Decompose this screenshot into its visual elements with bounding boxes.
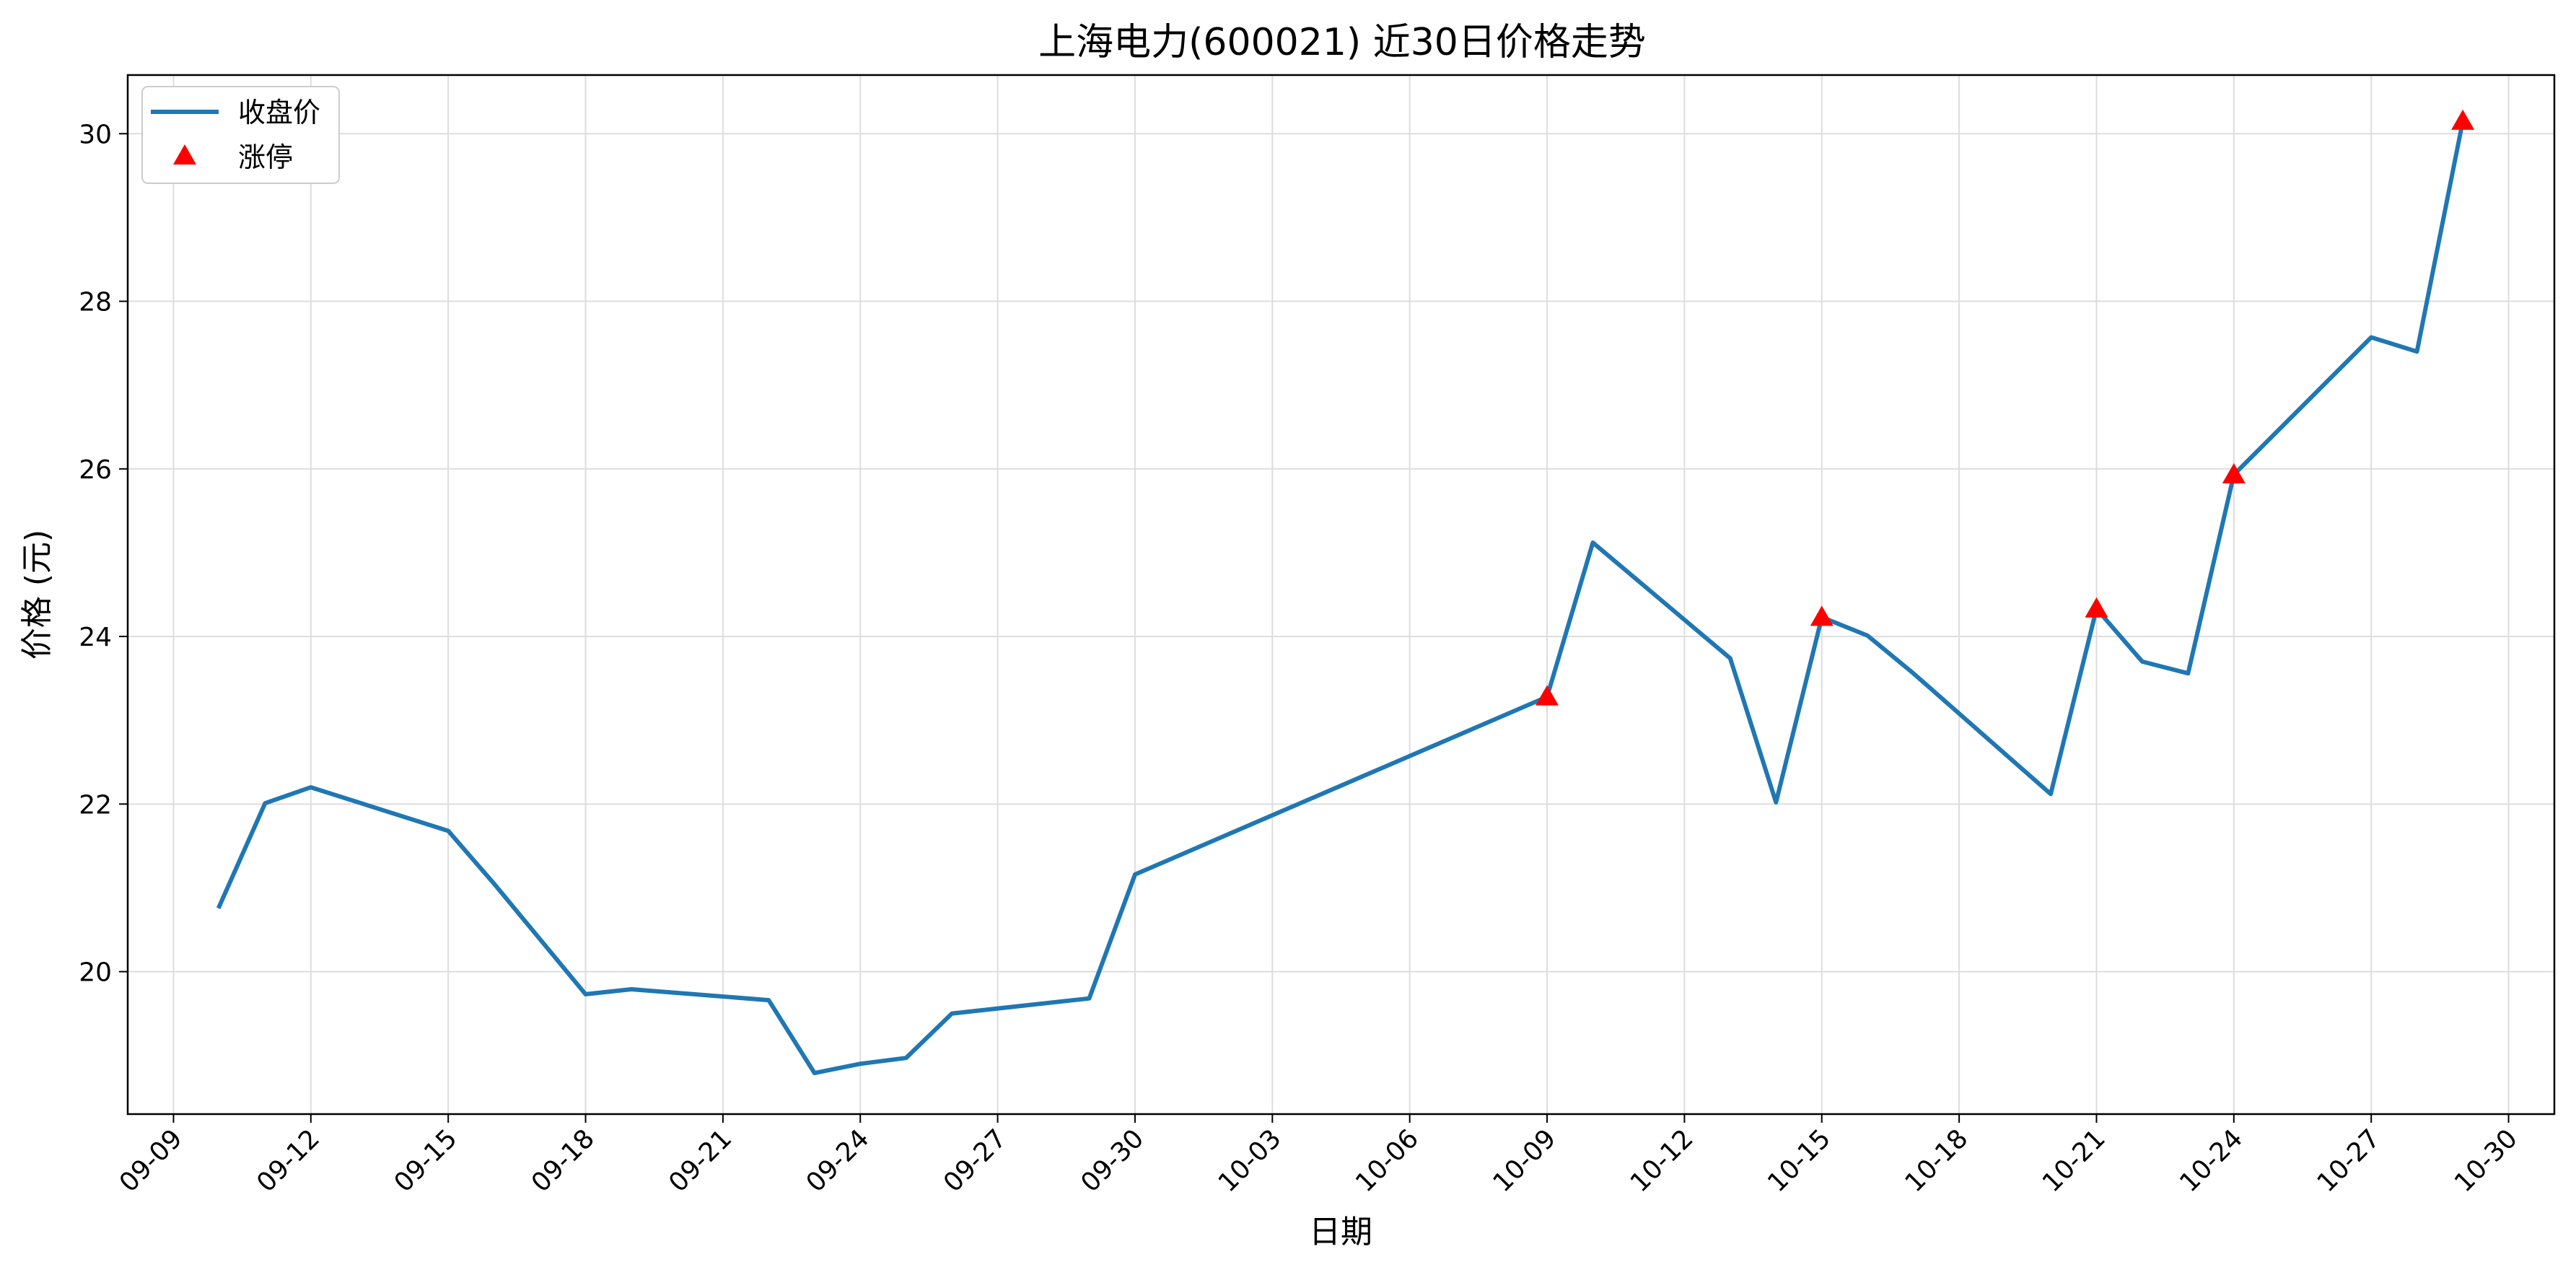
- series-layer: [216, 109, 2475, 1076]
- y-tick-label: 26: [79, 455, 112, 485]
- legend-marker-swatch: [173, 144, 196, 165]
- y-tick-label: 24: [79, 623, 112, 652]
- chart-title: 上海电力(600021) 近30日价格走势: [1038, 21, 1646, 64]
- y-axis-ticks: 20 22 24 26 28 30: [79, 120, 128, 988]
- y-tick-label: 30: [79, 120, 112, 149]
- limit-up-marker: [1810, 605, 1834, 626]
- grid-lines: [128, 75, 2554, 1114]
- legend: 收盘价 涨停: [141, 86, 340, 184]
- limit-up-marker: [2222, 463, 2246, 483]
- legend-label-limit-up: 涨停: [238, 141, 293, 173]
- legend-label-close-price: 收盘价: [238, 97, 320, 128]
- y-axis-title: 价格 (元): [19, 530, 56, 660]
- y-tick-label: 20: [79, 958, 112, 988]
- x-axis-title: 日期: [1309, 1214, 1372, 1250]
- plot-area-frame: [126, 74, 2556, 1116]
- limit-up-marker: [2451, 109, 2475, 130]
- limit-up-marker: [2085, 597, 2108, 618]
- y-tick-label: 28: [79, 288, 112, 317]
- limit-up-marker: [1535, 685, 1559, 706]
- y-tick-label: 22: [79, 790, 112, 820]
